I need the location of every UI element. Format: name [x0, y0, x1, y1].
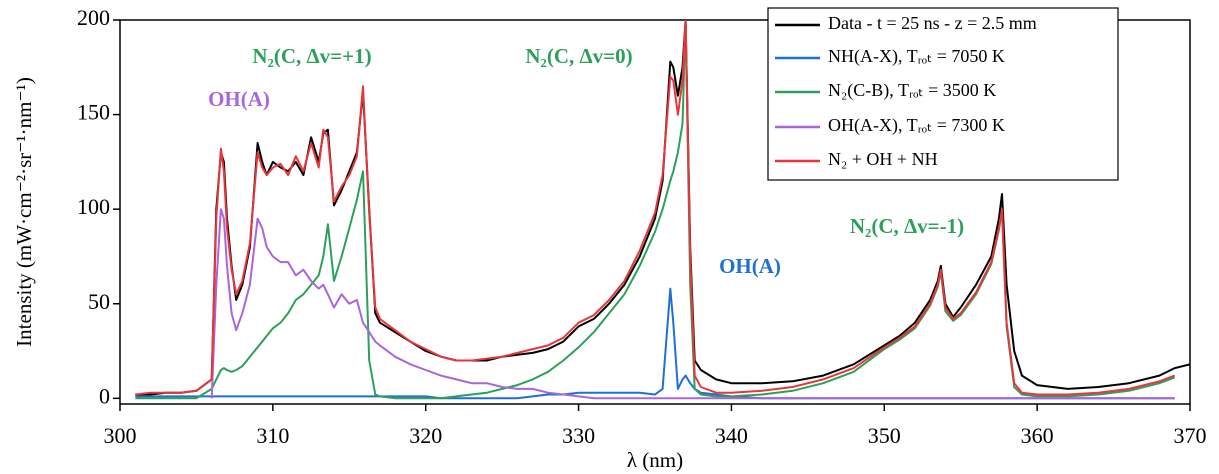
annotation: OH(A) — [719, 254, 781, 278]
y-tick-label: 150 — [77, 100, 110, 125]
plot-lines — [135, 20, 1190, 400]
x-axis-label: λ (nm) — [627, 448, 683, 472]
legend-label: N₂ + OH + NH — [828, 149, 938, 169]
legend-box — [767, 7, 1119, 181]
x-tick-label: 330 — [562, 423, 595, 448]
series-line — [135, 287, 1175, 400]
y-tick-label: 50 — [88, 289, 110, 314]
legend-label: NH(A-X), Tᵣₒₜ = 7050 K — [828, 46, 1005, 67]
annotation: N₂(C, Δv=-1) — [850, 214, 964, 238]
y-tick-label: 0 — [99, 383, 110, 408]
legend-label: Data - t = 25 ns - z = 2.5 mm — [828, 13, 1037, 33]
y-axis-label: Intensity (mW·cm⁻²·sr⁻¹·nm⁻¹) — [12, 77, 36, 347]
x-tick-label: 350 — [868, 423, 901, 448]
y-tick-label: 100 — [77, 194, 110, 219]
series-line — [135, 20, 1176, 400]
series-line — [210, 208, 1175, 400]
series-line — [135, 20, 1176, 396]
x-tick-label: 310 — [256, 423, 289, 448]
x-tick-label: 340 — [715, 423, 748, 448]
x-tick-label: 370 — [1174, 423, 1207, 448]
y-tick-label: 200 — [77, 5, 110, 30]
legend-label: N₂(C-B), Tᵣₒₜ = 3500 K — [828, 80, 996, 101]
plot-frame — [119, 19, 1191, 405]
x-tick-label: 320 — [409, 423, 442, 448]
annotation: N₂(C, Δv=0) — [525, 44, 632, 68]
annotation: N₂(C, Δv=+1) — [252, 44, 371, 68]
annotation: OH(A) — [208, 87, 270, 111]
x-tick-label: 360 — [1021, 423, 1054, 448]
series-line — [135, 20, 1190, 396]
x-tick-label: 300 — [104, 423, 137, 448]
legend-label: OH(A-X), Tᵣₒₜ = 7300 K — [828, 115, 1005, 136]
